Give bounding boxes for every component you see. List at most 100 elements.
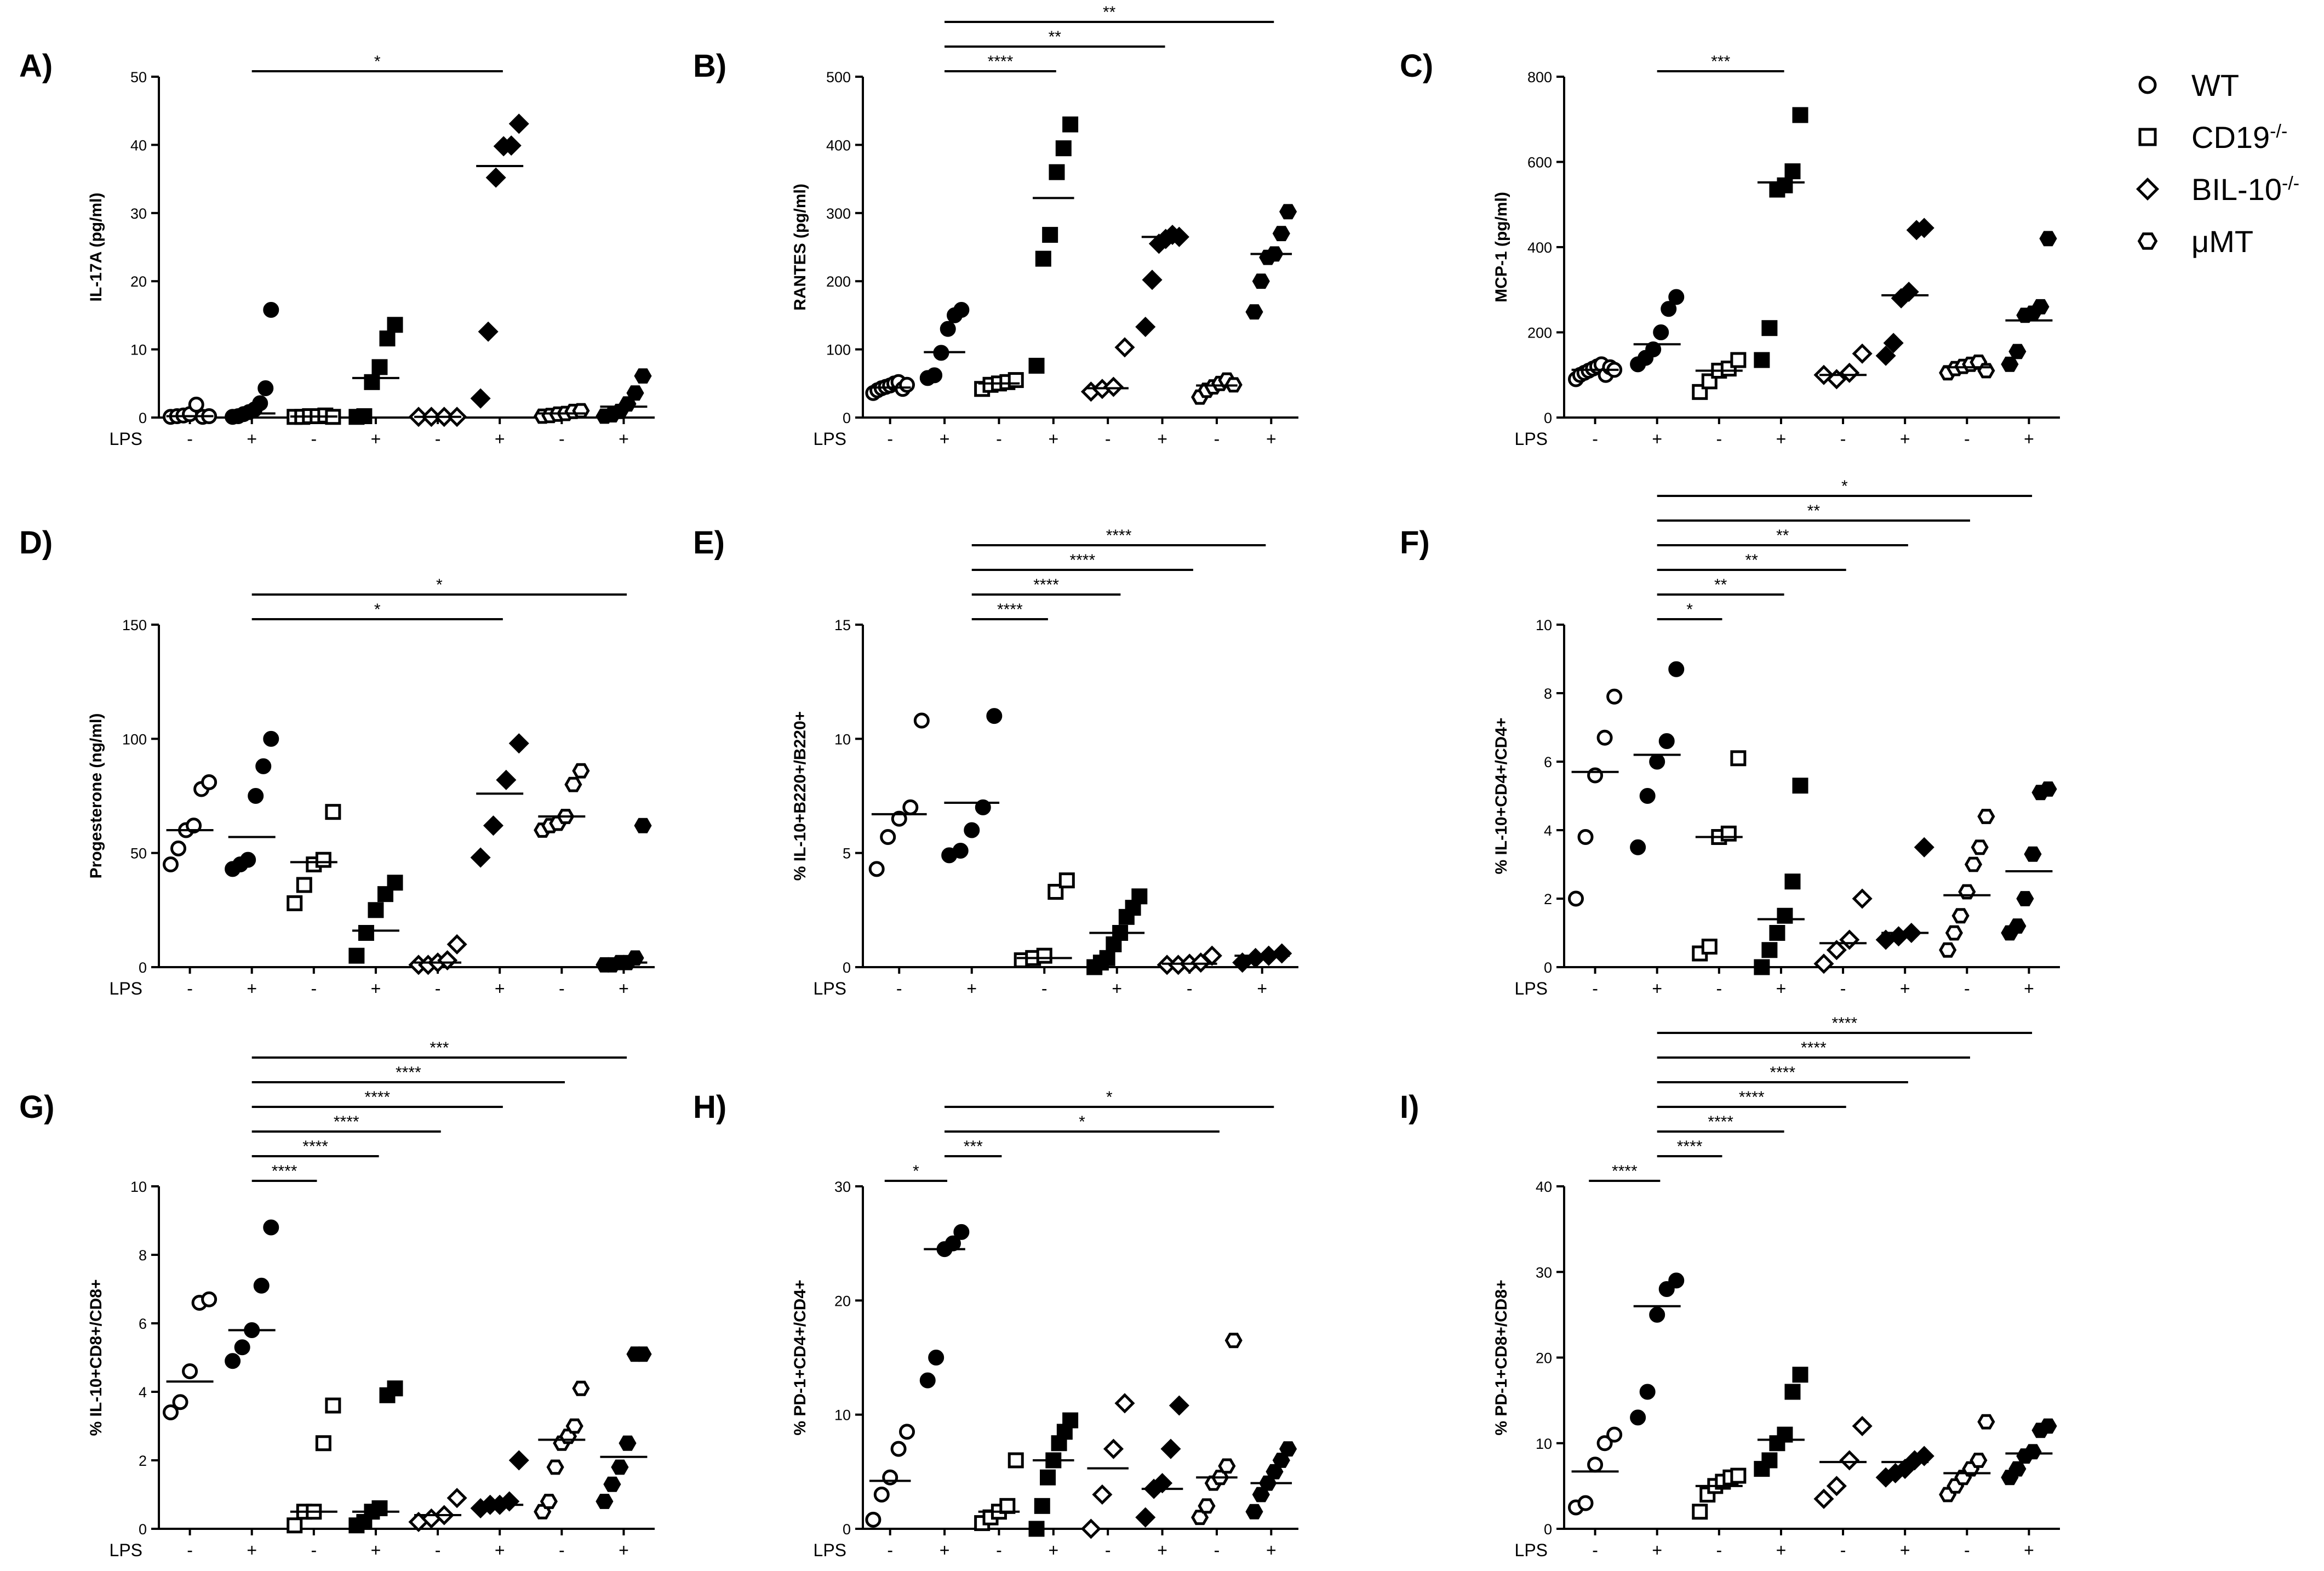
data-point — [1114, 1393, 1135, 1414]
data-point — [447, 1488, 467, 1509]
y-tick-label: 15 — [834, 617, 851, 633]
data-point — [2008, 1461, 2027, 1477]
lps-tick-label: - — [896, 979, 902, 998]
data-point — [986, 708, 1003, 724]
data-point — [447, 934, 467, 955]
lps-tick-label: + — [1776, 1540, 1787, 1560]
data-point — [919, 1372, 936, 1389]
lps-tick-label: + — [619, 979, 629, 998]
y-tick-label: 0 — [139, 410, 147, 426]
data-point — [1761, 942, 1778, 958]
significance-label: ** — [1714, 576, 1727, 594]
data-point — [325, 1397, 341, 1414]
y-tick-label: 2 — [139, 1453, 147, 1469]
lps-tick-label: - — [311, 429, 317, 449]
data-point — [1977, 809, 1995, 824]
data-point — [387, 875, 403, 891]
data-point — [902, 799, 919, 815]
panel-letter: A) — [19, 48, 53, 84]
data-point — [483, 815, 504, 836]
y-tick-label: 20 — [834, 1293, 851, 1309]
y-tick-label: 0 — [843, 410, 851, 426]
data-point — [1692, 1504, 1708, 1520]
lps-tick-label: - — [1041, 979, 1047, 998]
y-tick-label: 10 — [1536, 1436, 1552, 1452]
data-point — [315, 852, 331, 868]
panel-letter: C) — [1400, 48, 1433, 84]
data-point — [371, 359, 388, 375]
data-point — [565, 1418, 583, 1434]
y-axis-label: % IL-10+B220+/B220+ — [791, 711, 809, 881]
lps-tick-label: - — [187, 979, 193, 998]
data-point — [1769, 925, 1785, 941]
data-point — [1630, 1409, 1646, 1426]
data-point — [1577, 1495, 1594, 1511]
data-point — [1653, 324, 1669, 340]
lps-tick-label: + — [1776, 429, 1787, 449]
y-tick-label: 150 — [122, 617, 147, 633]
data-point — [1049, 164, 1065, 180]
data-point — [1784, 163, 1801, 180]
y-axis-label: MCP-1 (pg/ml) — [1492, 192, 1510, 302]
data-point — [1169, 1395, 1189, 1416]
data-point — [501, 135, 522, 156]
data-point — [1852, 888, 1873, 909]
y-tick-label: 2 — [1544, 891, 1552, 907]
data-point — [240, 852, 256, 868]
lps-tick-label: + — [1266, 429, 1277, 449]
significance-label: **** — [1033, 576, 1059, 594]
lps-axis-label: LPS — [110, 1540, 142, 1560]
y-tick-label: 20 — [1536, 1350, 1552, 1367]
y-tick-label: 0 — [843, 959, 851, 976]
data-point — [1964, 856, 1983, 872]
data-point — [188, 396, 204, 413]
data-point — [162, 1404, 179, 1420]
diamond-icon — [2136, 177, 2160, 201]
y-tick-label: 4 — [1544, 822, 1552, 839]
y-axis-label: IL-17A (pg/ml) — [87, 193, 105, 302]
data-point — [1152, 1473, 1173, 1494]
data-point — [964, 822, 980, 838]
data-point — [1218, 1458, 1236, 1474]
data-point — [572, 763, 590, 779]
data-point — [1914, 837, 1934, 858]
data-point — [603, 1476, 621, 1492]
lps-tick-label: - — [1840, 1540, 1846, 1560]
panel-d: D) 0 50 100 150 Progesterone (ng/ml) - + - + - + - + L… — [19, 525, 655, 998]
lps-tick-label: + — [1652, 429, 1662, 449]
data-point — [485, 167, 506, 188]
circle-icon — [2138, 76, 2157, 94]
data-point — [1055, 140, 1072, 157]
data-point — [1040, 1469, 1056, 1486]
legend: WT CD19-/- BIL-10-/- μMT — [2136, 68, 2299, 259]
panel-letter: I) — [1400, 1089, 1419, 1125]
data-point — [634, 818, 652, 833]
lps-tick-label: - — [1592, 429, 1598, 449]
data-point — [2031, 299, 2050, 315]
data-point — [2024, 1444, 2042, 1460]
data-point — [1701, 939, 1718, 955]
y-axis-label: RANTES (pg/ml) — [791, 184, 809, 311]
y-tick-label: 800 — [1527, 69, 1552, 85]
data-point — [1028, 1521, 1045, 1537]
data-point — [1103, 376, 1124, 397]
y-tick-label: 400 — [1527, 239, 1552, 256]
significance-label: * — [1686, 601, 1693, 619]
legend-item: WT — [2138, 68, 2239, 102]
lps-tick-label: - — [1964, 429, 1970, 449]
significance-label: ** — [1049, 28, 1062, 46]
data-point — [953, 301, 970, 318]
data-point — [1596, 1435, 1613, 1452]
lps-tick-label: + — [495, 979, 505, 998]
square-icon — [2138, 128, 2157, 146]
panel-a: A) 0 10 20 30 40 50 IL-17A (pg/ml) - + - + - + - + LPS * — [19, 48, 655, 449]
data-point — [1720, 825, 1737, 842]
data-point — [572, 1380, 590, 1396]
legend-label: BIL-10-/- — [2191, 172, 2299, 207]
data-point — [634, 1346, 652, 1362]
data-point — [253, 1277, 270, 1294]
data-point — [1577, 829, 1594, 845]
